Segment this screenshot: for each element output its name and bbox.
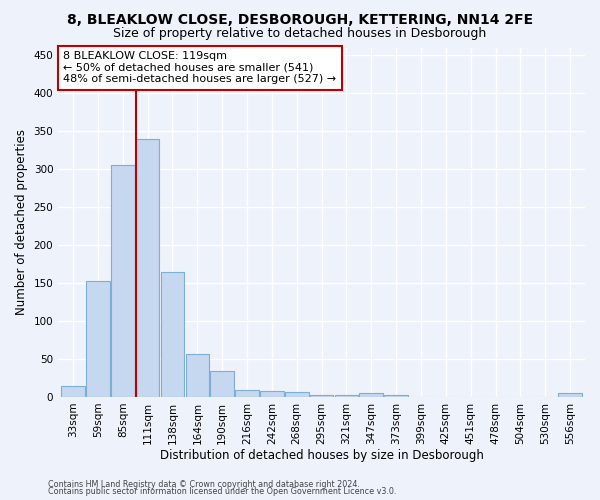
Y-axis label: Number of detached properties: Number of detached properties <box>15 129 28 315</box>
Bar <box>235 390 259 397</box>
Text: Contains public sector information licensed under the Open Government Licence v3: Contains public sector information licen… <box>48 487 397 496</box>
Bar <box>359 393 383 397</box>
Bar <box>161 272 184 397</box>
Text: Contains HM Land Registry data © Crown copyright and database right 2024.: Contains HM Land Registry data © Crown c… <box>48 480 360 489</box>
Bar <box>136 138 160 397</box>
Bar <box>310 394 334 397</box>
Bar <box>260 391 284 397</box>
Bar <box>111 166 134 397</box>
X-axis label: Distribution of detached houses by size in Desborough: Distribution of detached houses by size … <box>160 450 484 462</box>
Bar <box>61 386 85 397</box>
Bar <box>558 393 582 397</box>
Bar <box>335 396 358 397</box>
Bar <box>211 371 234 397</box>
Text: 8, BLEAKLOW CLOSE, DESBOROUGH, KETTERING, NN14 2FE: 8, BLEAKLOW CLOSE, DESBOROUGH, KETTERING… <box>67 12 533 26</box>
Bar <box>385 394 408 397</box>
Bar <box>285 392 308 397</box>
Text: 8 BLEAKLOW CLOSE: 119sqm
← 50% of detached houses are smaller (541)
48% of semi-: 8 BLEAKLOW CLOSE: 119sqm ← 50% of detach… <box>63 52 336 84</box>
Text: Size of property relative to detached houses in Desborough: Size of property relative to detached ho… <box>113 28 487 40</box>
Bar <box>185 354 209 397</box>
Bar <box>86 280 110 397</box>
